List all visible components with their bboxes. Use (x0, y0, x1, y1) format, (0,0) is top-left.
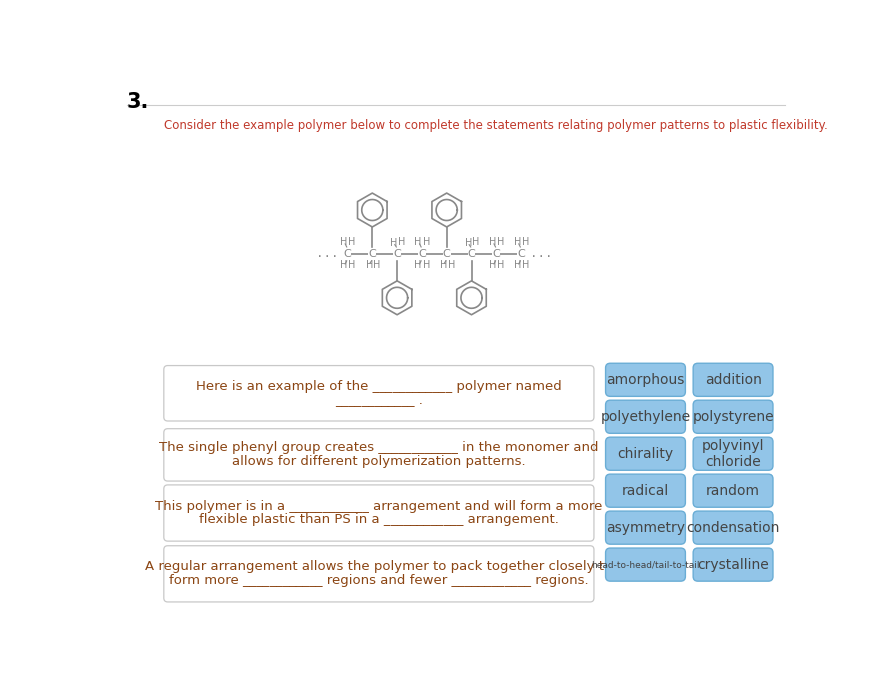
Text: condensation: condensation (686, 521, 780, 535)
Text: head-to-head/tail-to-tail: head-to-head/tail-to-tail (591, 560, 700, 569)
FancyBboxPatch shape (164, 485, 594, 541)
FancyBboxPatch shape (693, 363, 773, 397)
Text: form more ____________ regions and fewer ____________ regions.: form more ____________ regions and fewer… (169, 574, 589, 587)
Text: 3.: 3. (126, 92, 149, 112)
Text: H: H (497, 260, 505, 271)
Text: H: H (340, 238, 348, 247)
Text: C: C (344, 249, 351, 259)
FancyBboxPatch shape (605, 548, 685, 581)
Text: This polymer is in a ____________ arrangement and will form a more: This polymer is in a ____________ arrang… (156, 499, 603, 512)
Text: H: H (497, 238, 505, 247)
Text: H: H (390, 238, 397, 248)
FancyBboxPatch shape (605, 363, 685, 397)
FancyBboxPatch shape (164, 546, 594, 602)
Text: C: C (393, 249, 401, 259)
FancyBboxPatch shape (164, 429, 594, 481)
Text: flexible plastic than PS in a ____________ arrangement.: flexible plastic than PS in a __________… (199, 514, 559, 527)
Text: C: C (368, 249, 376, 259)
Text: The single phenyl group creates ____________ in the monomer and: The single phenyl group creates ________… (159, 441, 598, 454)
Text: allows for different polymerization patterns.: allows for different polymerization patt… (232, 456, 525, 469)
FancyBboxPatch shape (605, 474, 685, 507)
Text: H: H (514, 238, 521, 247)
Text: Here is an example of the ____________ polymer named: Here is an example of the ____________ p… (196, 380, 562, 393)
Text: crystalline: crystalline (697, 558, 769, 571)
Text: asymmetry: asymmetry (606, 521, 685, 535)
Text: H: H (522, 238, 530, 247)
FancyBboxPatch shape (693, 437, 773, 471)
FancyBboxPatch shape (693, 474, 773, 507)
FancyBboxPatch shape (605, 437, 685, 471)
Text: ...: ... (531, 247, 553, 260)
Text: H: H (440, 260, 447, 270)
Text: H: H (414, 260, 421, 271)
Text: C: C (418, 249, 426, 259)
FancyBboxPatch shape (605, 511, 685, 544)
Text: polyethylene: polyethylene (600, 410, 691, 424)
Text: H: H (373, 260, 380, 271)
Text: H: H (348, 238, 356, 247)
FancyBboxPatch shape (693, 511, 773, 544)
Text: C: C (493, 249, 501, 259)
Text: polystyrene: polystyrene (693, 410, 774, 424)
FancyBboxPatch shape (693, 548, 773, 581)
Text: H: H (522, 260, 530, 271)
Text: C: C (517, 249, 525, 259)
Text: C: C (468, 249, 476, 259)
Text: C: C (443, 249, 451, 259)
Text: amorphous: amorphous (606, 373, 685, 387)
Text: chirality: chirality (618, 447, 674, 461)
Text: H: H (340, 260, 348, 271)
FancyBboxPatch shape (164, 366, 594, 421)
Text: polyvinyl
chloride: polyvinyl chloride (701, 438, 765, 469)
Text: A regular arrangement allows the polymer to pack together closely to: A regular arrangement allows the polymer… (145, 560, 613, 573)
Text: addition: addition (705, 373, 762, 387)
Text: H: H (489, 238, 496, 247)
Text: H: H (423, 260, 430, 271)
Text: H: H (414, 238, 421, 247)
Text: random: random (706, 484, 760, 498)
Text: H: H (514, 260, 521, 271)
Text: ____________ .: ____________ . (335, 394, 423, 407)
Text: radical: radical (622, 484, 669, 498)
Text: H: H (398, 238, 405, 247)
Text: H: H (423, 238, 430, 247)
Text: H: H (489, 260, 496, 271)
FancyBboxPatch shape (605, 400, 685, 434)
Text: H: H (472, 238, 480, 247)
Text: Consider the example polymer below to complete the statements relating polymer p: Consider the example polymer below to co… (164, 119, 828, 132)
Text: H: H (348, 260, 356, 271)
FancyBboxPatch shape (693, 400, 773, 434)
Text: ...: ... (316, 247, 338, 260)
Text: H: H (448, 260, 455, 271)
Text: H: H (365, 260, 372, 270)
Text: H: H (465, 238, 472, 248)
